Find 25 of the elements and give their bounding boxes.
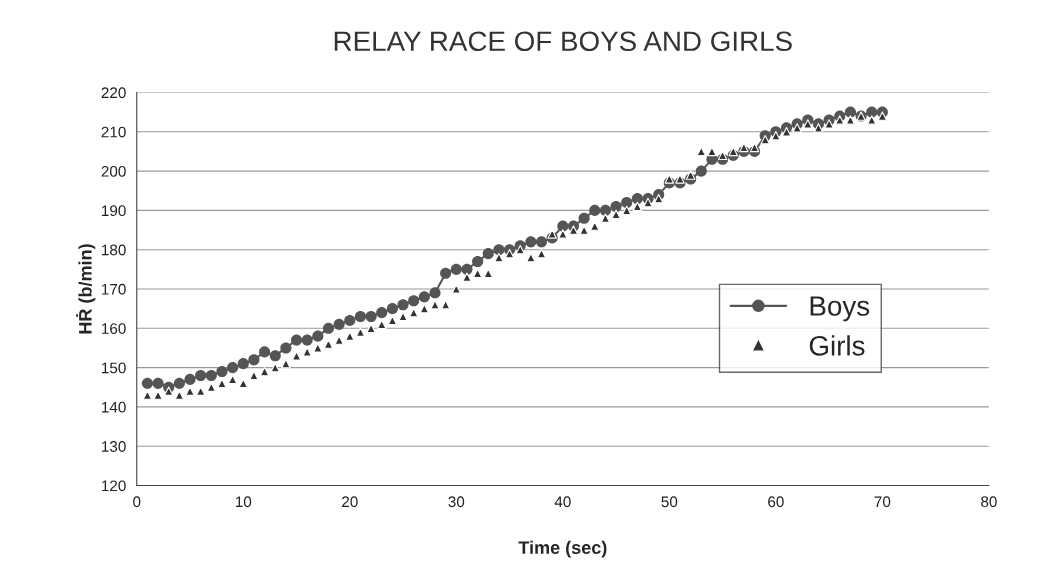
x-axis-title: Time (sec): [518, 540, 607, 558]
y-tick-label: 190: [102, 205, 126, 217]
y-tick-label: 210: [101, 126, 126, 138]
y-tick-label: 200: [101, 165, 126, 177]
y-tick-label: 180: [102, 244, 126, 256]
y-tick-label: 140: [102, 401, 126, 413]
legend-label: Girls: [809, 335, 865, 356]
x-tick-label: 50: [661, 496, 678, 508]
x-tick-label: 70: [874, 496, 891, 508]
y-tick-label: 170: [102, 283, 126, 295]
y-tick-label: 150: [102, 362, 126, 374]
x-tick-label: 60: [768, 496, 784, 508]
legend-label: Boys: [810, 296, 870, 322]
y-tick-label: 160: [102, 323, 126, 334]
x-tick-label: 0: [133, 496, 141, 508]
x-tick-label: 40: [554, 496, 571, 508]
y-tick-label: 120: [102, 480, 126, 492]
y-tick-label: 220: [101, 87, 126, 99]
y-axis-title: HṘ (b/min): [76, 244, 96, 334]
x-tick-label: 10: [235, 496, 252, 508]
chart-title: RELAY RACE OF BOYS AND GIRLS: [334, 31, 792, 52]
x-tick-label: 30: [448, 496, 465, 508]
x-tick-label: 20: [342, 496, 358, 508]
y-tick-label: 130: [102, 441, 126, 452]
x-tick-label: 80: [981, 496, 997, 508]
